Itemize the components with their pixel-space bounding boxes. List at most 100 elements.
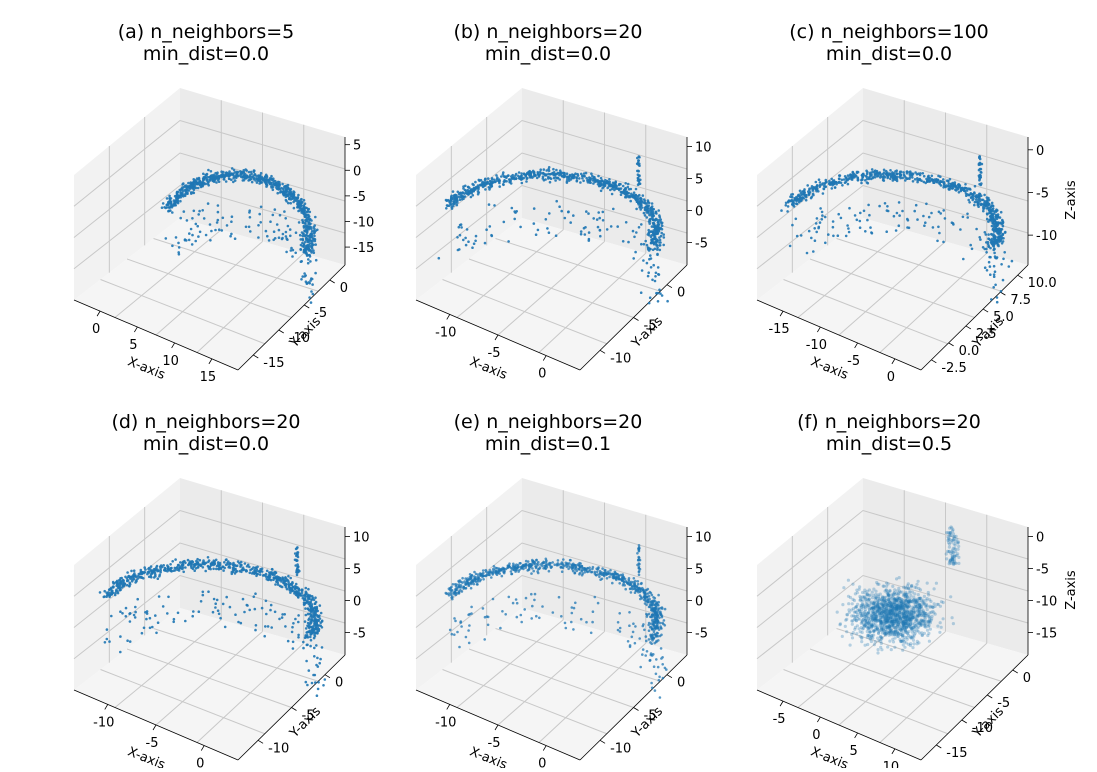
data-point [260,172,263,175]
y-tick-mark [983,309,988,312]
data-point [561,562,564,565]
data-point [635,231,638,234]
data-point [568,179,571,182]
data-point [547,173,550,176]
data-point [229,566,232,569]
data-point [161,206,164,209]
data-point [997,245,1000,248]
data-point [552,611,555,614]
data-point [280,580,283,583]
x-tick-label: -15 [768,322,789,337]
data-point [242,598,245,601]
data-point [161,566,164,569]
data-point [653,613,656,616]
y-tick-mark [600,740,605,743]
data-point [978,169,981,172]
data-point [128,582,131,585]
data-point [950,184,953,187]
data-point [578,565,581,568]
data-point [136,598,139,601]
data-point [310,240,313,243]
data-point [143,627,146,630]
data-point [629,644,632,647]
data-point [860,182,863,185]
data-point [311,245,314,248]
data-point [550,566,553,569]
data-point [265,183,268,186]
y-tick-mark [634,708,639,711]
data-point [280,187,283,190]
data-point [619,627,622,630]
data-point [133,569,136,572]
data-point [305,614,308,617]
data-point [239,173,242,176]
data-point [532,570,535,573]
data-point [583,175,586,178]
data-point [244,168,247,171]
z-tick-label: 0 [695,205,703,220]
data-point [526,172,529,175]
data-point [657,226,660,229]
data-point [572,214,575,217]
data-point [566,172,569,175]
data-point [654,230,657,233]
data-point [300,198,303,201]
data-point [464,185,467,188]
data-point [314,272,317,275]
x-tick-mark [892,359,895,364]
data-point [576,569,579,572]
data-point [975,198,978,201]
z-tick-label: -10 [353,215,374,230]
data-point [654,280,657,283]
data-point [254,608,257,611]
data-point [610,225,613,228]
data-point [468,624,471,627]
data-point [996,224,999,227]
data-point [282,233,285,236]
data-point [651,225,654,228]
data-point [320,612,323,615]
data-point [313,252,316,255]
x-axis-label: X-axis [808,744,850,768]
data-point [644,596,647,599]
data-point [126,639,129,642]
x-tick-label: 0 [92,322,100,337]
data-point [484,242,487,245]
data-point [459,198,462,201]
data-point [156,565,159,568]
data-point [199,231,202,234]
data-point [989,273,992,276]
data-point [302,647,305,650]
data-point [294,618,297,621]
data-point [307,598,310,601]
data-point [298,593,301,596]
data-point [886,209,889,212]
data-point [615,579,618,582]
data-point [543,168,546,171]
data-point [174,569,177,572]
data-point [496,567,499,570]
data-point [915,204,918,207]
data-point [188,232,191,235]
data-point [802,196,805,199]
z-tick-label: 0 [353,164,361,179]
data-point [535,567,538,570]
data-point [491,182,494,185]
data-point [248,171,251,174]
data-point [303,249,306,252]
data-point [503,221,506,224]
data-point [516,602,519,605]
data-point [975,228,978,231]
data-point [919,174,922,177]
data-point [885,230,888,233]
data-point [533,222,536,225]
data-point [530,176,533,179]
data-point [212,611,215,614]
data-point [547,177,550,180]
data-point [164,567,167,570]
data-point [278,229,281,232]
data-point [292,647,295,650]
data-point [222,569,225,572]
data-point [656,248,659,251]
z-tick-label: -5 [1036,186,1049,201]
